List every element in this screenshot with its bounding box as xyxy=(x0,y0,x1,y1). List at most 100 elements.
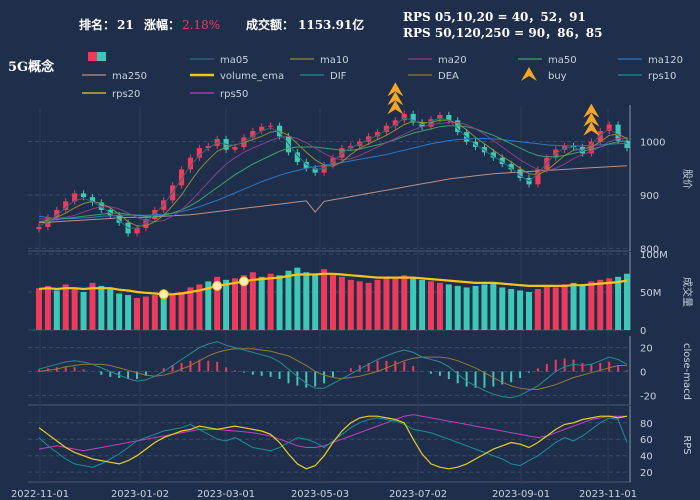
ytick-rps-2: 60 xyxy=(640,435,653,446)
volume-bar-34 xyxy=(338,276,345,330)
macd-hist-63 xyxy=(599,362,602,372)
candle-body-53 xyxy=(508,164,514,170)
ytick-price-1: 900 xyxy=(640,191,659,202)
rps10-line xyxy=(38,417,628,468)
macd-hist-46 xyxy=(447,371,450,380)
xtick-4: 2023-07-02 xyxy=(389,489,447,500)
macd-hist-12 xyxy=(144,371,147,376)
volume-marker-1 xyxy=(212,280,223,291)
volume-bar-45 xyxy=(436,282,443,330)
volume-bar-13 xyxy=(151,295,158,330)
macd-hist-11 xyxy=(136,371,138,380)
volume-bar-9 xyxy=(116,293,123,330)
candle-body-51 xyxy=(490,152,496,158)
ytick-macd-2: 20 xyxy=(640,344,653,355)
candle-body-42 xyxy=(410,113,416,123)
macd-hist-65 xyxy=(617,366,620,372)
candle-body-65 xyxy=(615,124,621,141)
volume-bar-24 xyxy=(249,272,256,330)
macd-hist-64 xyxy=(608,361,611,372)
macd-hist-4 xyxy=(73,367,76,372)
macd-hist-8 xyxy=(109,371,112,377)
macd-hist-19 xyxy=(207,360,210,372)
volume-bar-22 xyxy=(232,278,238,330)
macd-hist-27 xyxy=(278,371,281,380)
rps-short: RPS 05,10,20 = 40，52，91 xyxy=(403,10,586,24)
rps-long: RPS 50,120,250 = 90，86，85 xyxy=(403,26,603,40)
volume-bar-38 xyxy=(374,279,381,330)
volume-bar-48 xyxy=(463,287,470,330)
volume-bar-47 xyxy=(454,285,461,330)
volume-bar-1 xyxy=(44,285,51,330)
dif-line xyxy=(38,341,628,399)
macd-hist-52 xyxy=(501,371,504,385)
xtick-3: 2023-05-03 xyxy=(291,489,349,500)
macd-hist-48 xyxy=(465,371,468,387)
candle-body-54 xyxy=(517,169,523,178)
macd-hist-50 xyxy=(483,371,486,388)
ma10-line xyxy=(38,119,628,227)
macd-hist-25 xyxy=(260,371,263,376)
candle-body-60 xyxy=(570,145,577,147)
volume-bar-52 xyxy=(499,287,506,330)
legend-swatch-up xyxy=(88,52,97,61)
legend-buy-icon xyxy=(521,67,537,81)
candle-body-66 xyxy=(624,140,630,149)
axes: 800 900 1000 股价 0 50M 100M 成交量 -20 0 20 close-macd 2… xyxy=(11,138,694,500)
candle-body-61 xyxy=(579,147,586,154)
candle-body-39 xyxy=(383,125,390,133)
rps20-line xyxy=(38,415,628,470)
macd-hist-31 xyxy=(314,371,317,387)
candle-body-5 xyxy=(80,193,87,198)
candle-body-46 xyxy=(446,115,452,121)
volume-marker-0 xyxy=(158,289,169,300)
volume-bar-56 xyxy=(534,288,541,330)
xtick-0: 2022-11-01 xyxy=(11,489,69,500)
volume-bar-62 xyxy=(588,281,595,330)
volume-bar-61 xyxy=(579,285,586,330)
ytick-rps-3: 80 xyxy=(640,419,653,430)
macd-hist-5 xyxy=(82,369,85,372)
candle-body-2 xyxy=(54,209,60,218)
macd-hist-45 xyxy=(438,371,441,376)
turnover-value: 1153.91亿 xyxy=(298,17,364,32)
buy-signal-1-0 xyxy=(583,121,600,136)
volume-bar-3 xyxy=(62,284,69,330)
ytick-volume-2: 100M xyxy=(640,250,668,261)
volume-bar-40 xyxy=(392,278,399,330)
volume-bar-65 xyxy=(615,276,622,330)
volume-bar-64 xyxy=(606,278,613,330)
volume-bar-55 xyxy=(526,292,532,330)
candle-body-17 xyxy=(187,157,194,170)
buy-signal-0-0 xyxy=(387,100,404,115)
volume-bar-7 xyxy=(98,285,105,330)
macd-hist-10 xyxy=(127,371,130,380)
candle-body-18 xyxy=(196,148,202,158)
candle-body-32 xyxy=(321,165,327,173)
candle-body-40 xyxy=(392,120,398,126)
rps50-line xyxy=(38,414,627,452)
macd-hist-58 xyxy=(554,359,557,372)
xtick-6: 2023-11-01 xyxy=(579,489,637,500)
candle-body-4 xyxy=(72,193,78,202)
candle-body-25 xyxy=(259,126,265,131)
candle-body-3 xyxy=(63,201,69,210)
macd-hist-41 xyxy=(403,361,406,372)
macd-hist-30 xyxy=(305,371,308,388)
ytick-rps-1: 40 xyxy=(640,452,653,463)
macd-hist-29 xyxy=(296,371,299,386)
buy-signal-1-1 xyxy=(583,112,600,127)
candle-body-6 xyxy=(89,197,96,203)
macd-hist-33 xyxy=(332,371,334,377)
turnover-label: 成交额： xyxy=(246,17,294,32)
macd-hist-15 xyxy=(171,365,174,372)
macd-hist-18 xyxy=(198,359,201,372)
ytick-macd-1: 0 xyxy=(640,368,646,379)
macd-hist-28 xyxy=(287,371,290,384)
macd-hist-0 xyxy=(38,369,40,372)
volume-bar-10 xyxy=(125,295,132,330)
legend-label-buy: buy xyxy=(548,71,567,82)
candle-body-63 xyxy=(597,131,603,142)
